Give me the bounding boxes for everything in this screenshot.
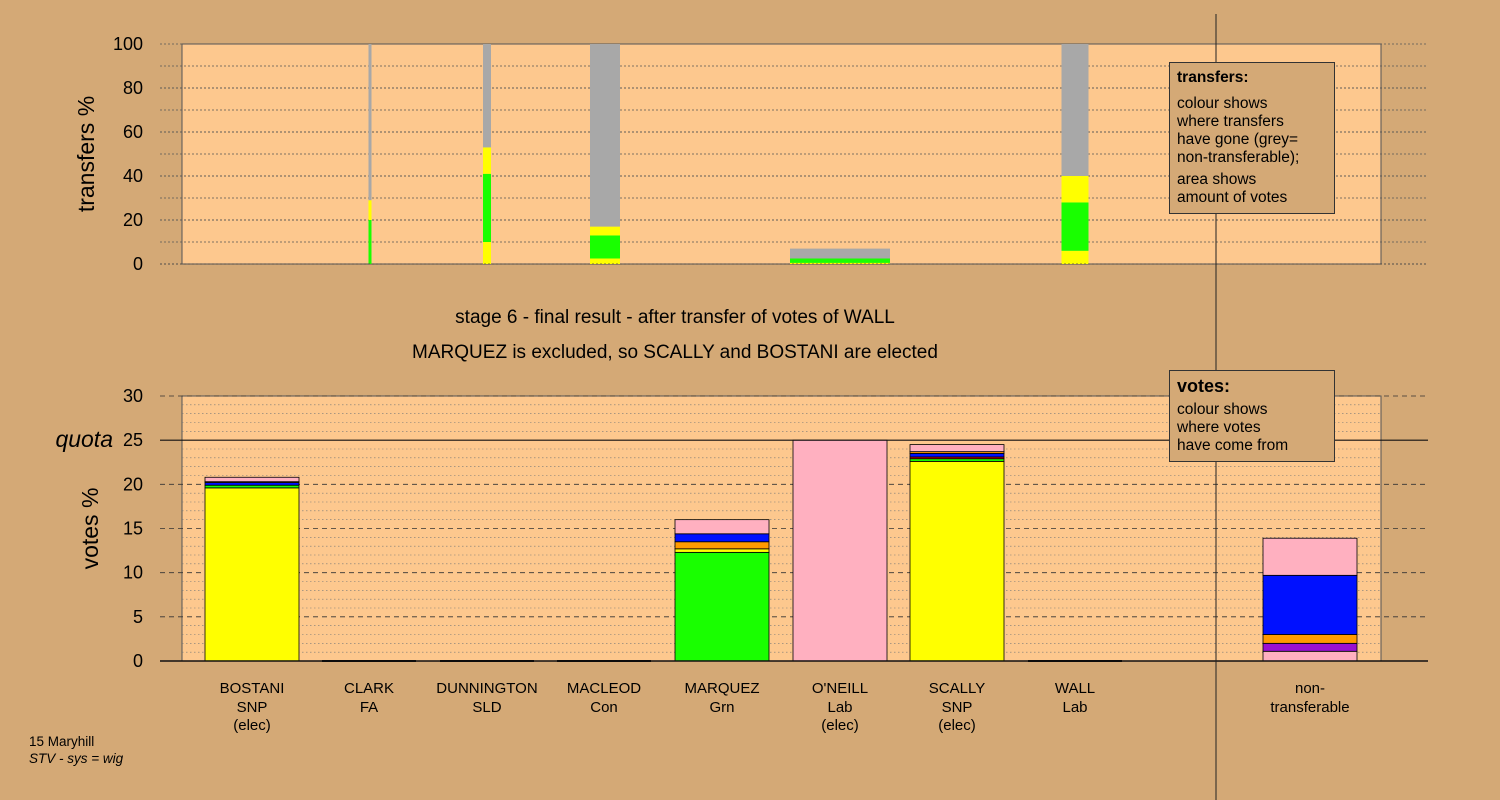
vote-bar-segment-pink <box>909 444 1005 453</box>
transfers-y-tick: 0 <box>133 254 143 274</box>
nontransferable-segment-purple <box>1262 642 1358 652</box>
transfers-legend-line: area shows <box>1177 171 1257 188</box>
transfer-bar-segment-yellow <box>790 262 890 264</box>
votes-y-tick: 25 <box>123 430 143 450</box>
vote-bar-segment-blue <box>674 533 770 543</box>
vote-bar-segment-yellow <box>674 548 770 553</box>
candidate-status: (elec) <box>233 717 271 734</box>
ward-label: 15 Maryhill <box>29 734 95 749</box>
transfer-bar-segment-green <box>790 258 890 263</box>
transfer-bar-segment-yellow <box>1061 250 1089 264</box>
vote-bar-segment-green <box>674 551 770 662</box>
transfer-bar-segment-yellow <box>483 242 491 264</box>
candidate-party: SLD <box>472 699 501 716</box>
transfers-legend-title: transfers: <box>1177 69 1249 86</box>
vote-bar-segment-yellow <box>204 487 300 662</box>
candidate-party: Con <box>590 699 618 716</box>
transfers-legend: transfers: colour shows where transfers … <box>1169 62 1335 214</box>
transfers-y-tick: 80 <box>123 78 143 98</box>
transfers-y-axis-label: transfers % <box>73 96 99 212</box>
nontransferable-segment-pink <box>1262 650 1358 662</box>
votes-y-tick: 15 <box>123 519 143 539</box>
candidate-name: MACLEOD <box>567 680 641 697</box>
vote-bar-segment-pink <box>792 439 888 662</box>
transfer-bar-segment-yellow <box>483 147 491 174</box>
candidate-name: MARQUEZ <box>685 680 760 697</box>
candidate-party: Grn <box>709 699 734 716</box>
stage-title: stage 6 - final result - after transfer … <box>455 307 895 328</box>
candidate-name: SCALLY <box>929 680 985 697</box>
nontransferable-segment-orange <box>1262 634 1358 644</box>
system-label: STV - sys = wig <box>29 751 124 766</box>
votes-y-tick: 20 <box>123 474 143 494</box>
candidate-name: BOSTANI <box>220 680 285 697</box>
votes-y-tick: 30 <box>123 386 143 406</box>
votes-legend-title: votes: <box>1177 376 1231 396</box>
votes-y-tick: 0 <box>133 651 143 671</box>
candidate-status: (elec) <box>938 717 976 734</box>
transfer-bar-segment-yellow <box>590 226 620 236</box>
transfer-bar-segment-grey <box>483 44 491 148</box>
transfers-y-tick: 100 <box>113 34 143 54</box>
transfers-y-tick: 40 <box>123 166 143 186</box>
transfers-legend-line: non-transferable); <box>1177 149 1300 166</box>
candidate-party: SNP <box>237 699 268 716</box>
candidate-party: Lab <box>1062 699 1087 716</box>
candidate-name: WALL <box>1055 680 1095 697</box>
transfer-bar-segment-green <box>590 235 620 259</box>
transfers-legend-line: where transfers <box>1177 113 1284 130</box>
vote-bar-segment-pink <box>204 476 300 483</box>
transfer-bar-segment-grey <box>368 44 372 201</box>
candidate-name: DUNNINGTON <box>436 680 537 697</box>
votes-legend: votes: colour shows where votes have com… <box>1169 370 1335 462</box>
votes-y-tick: 10 <box>123 563 143 583</box>
transfers-legend-line: amount of votes <box>1177 189 1288 206</box>
vote-bar-segment-pink <box>674 519 770 535</box>
candidate-name: O'NEILL <box>812 680 868 697</box>
stage-subtitle: MARQUEZ is excluded, so SCALLY and BOSTA… <box>412 342 938 363</box>
candidate-status: (elec) <box>821 717 859 734</box>
votes-legend-line: have come from <box>1177 437 1289 454</box>
nontransferable-segment-blue <box>1262 574 1358 635</box>
quota-label: quota <box>55 426 113 452</box>
footer: 15 Maryhill STV - sys = wig <box>29 733 123 767</box>
transfers-legend-line: colour shows <box>1177 95 1268 112</box>
transfer-bar-segment-grey <box>590 44 620 227</box>
vote-bar-segment-orange <box>674 541 770 550</box>
nontransferable-segment-pink <box>1262 537 1358 576</box>
transfers-y-tick: 20 <box>123 210 143 230</box>
votes-y-axis-label: votes % <box>77 488 103 570</box>
candidate-party: FA <box>360 699 378 716</box>
transfer-bar-segment-grey <box>790 248 890 259</box>
transfer-bar-segment-yellow <box>590 258 620 264</box>
votes-legend-line: colour shows <box>1177 401 1268 418</box>
nontransferable-label: non- <box>1295 680 1325 697</box>
candidate-party: SNP <box>942 699 973 716</box>
transfers-legend-line: have gone (grey= <box>1177 131 1299 148</box>
candidate-name: CLARK <box>344 680 394 697</box>
candidate-party: Lab <box>827 699 852 716</box>
vote-bar-segment-yellow <box>909 460 1005 662</box>
transfer-bar-segment-yellow <box>368 200 372 220</box>
transfer-bar-segment-yellow <box>1061 176 1089 203</box>
transfer-bar-segment-green <box>1061 202 1089 251</box>
vote-bar-segment-blue <box>909 453 1005 458</box>
transfers-y-tick: 60 <box>123 122 143 142</box>
transfer-bar-segment-grey <box>1061 44 1089 176</box>
nontransferable-label: transferable <box>1270 699 1349 716</box>
transfer-bar-segment-green <box>368 220 372 264</box>
transfer-bar-segment-green <box>483 173 491 242</box>
votes-legend-line: where votes <box>1177 419 1261 436</box>
votes-y-tick: 5 <box>133 607 143 627</box>
